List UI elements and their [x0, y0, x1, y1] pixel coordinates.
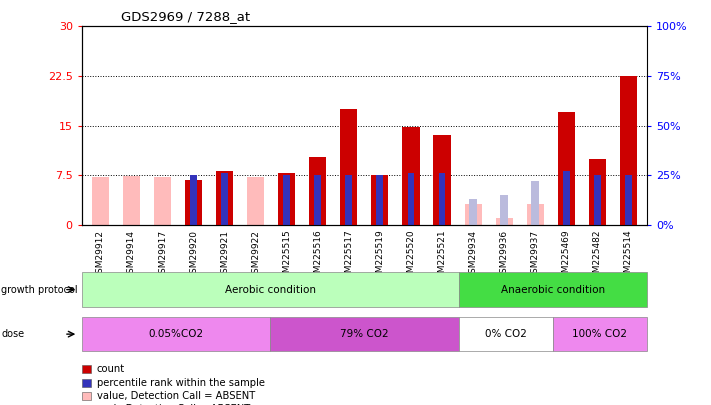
Bar: [439, 173, 446, 225]
Text: count: count: [97, 364, 125, 374]
Bar: [123, 176, 140, 225]
Bar: [620, 76, 637, 225]
Bar: [309, 157, 326, 225]
Bar: [371, 175, 388, 225]
Text: dose: dose: [1, 329, 25, 339]
Bar: [407, 173, 415, 225]
Text: 100% CO2: 100% CO2: [572, 329, 627, 339]
Bar: [402, 127, 419, 225]
Text: percentile rank within the sample: percentile rank within the sample: [97, 378, 264, 388]
Bar: [434, 135, 451, 225]
Bar: [557, 112, 574, 225]
Text: 0% CO2: 0% CO2: [485, 329, 527, 339]
Bar: [469, 199, 477, 225]
Bar: [589, 159, 606, 225]
Bar: [341, 109, 358, 225]
Bar: [283, 175, 290, 225]
Bar: [594, 175, 601, 225]
Text: Anaerobic condition: Anaerobic condition: [501, 285, 605, 294]
Text: GDS2969 / 7288_at: GDS2969 / 7288_at: [121, 10, 250, 23]
Bar: [531, 181, 540, 225]
Bar: [221, 173, 228, 225]
Bar: [278, 173, 295, 225]
Bar: [496, 218, 513, 225]
Bar: [527, 204, 544, 225]
Bar: [185, 180, 202, 225]
Bar: [216, 171, 233, 225]
Bar: [377, 175, 383, 225]
Text: 0.05%CO2: 0.05%CO2: [149, 329, 203, 339]
Bar: [500, 195, 508, 225]
Bar: [247, 177, 264, 225]
Text: value, Detection Call = ABSENT: value, Detection Call = ABSENT: [97, 391, 255, 401]
Text: 79% CO2: 79% CO2: [340, 329, 389, 339]
Bar: [563, 171, 570, 225]
Bar: [92, 177, 109, 225]
Bar: [625, 175, 632, 225]
Text: growth protocol: growth protocol: [1, 285, 78, 294]
Bar: [314, 175, 321, 225]
Bar: [464, 204, 481, 225]
Bar: [346, 175, 352, 225]
Text: Aerobic condition: Aerobic condition: [225, 285, 316, 294]
Bar: [154, 177, 171, 225]
Bar: [190, 175, 197, 225]
